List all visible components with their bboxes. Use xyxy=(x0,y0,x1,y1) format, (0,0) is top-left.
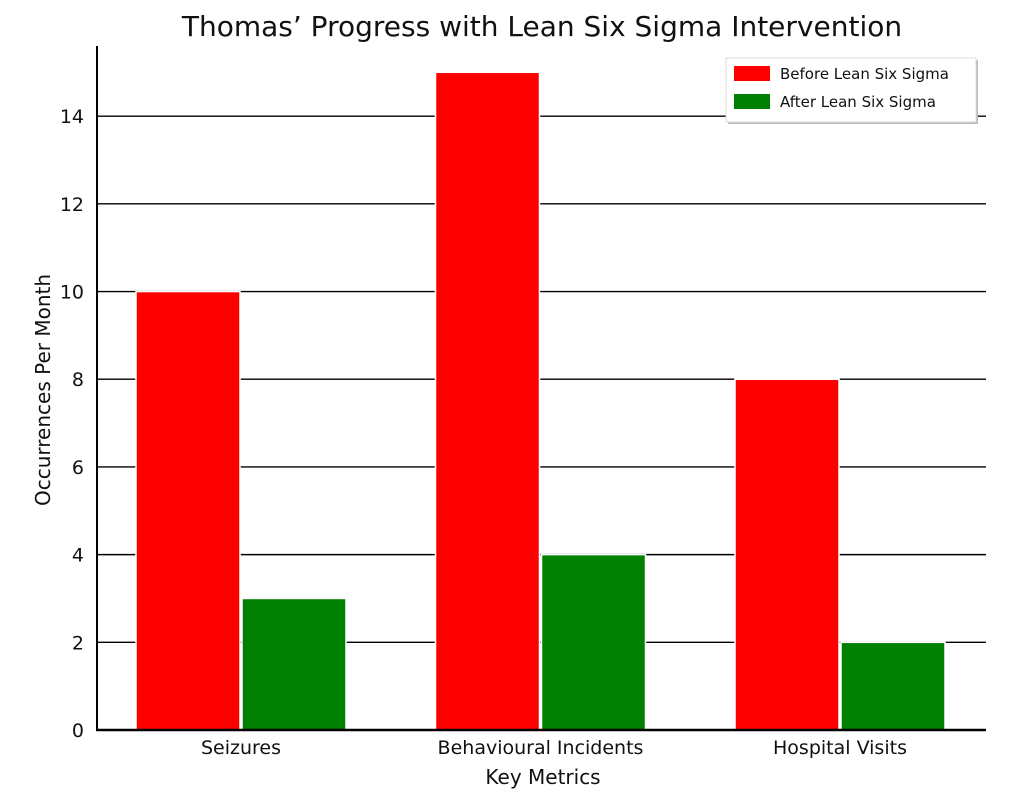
y-tick-label: 2 xyxy=(72,632,84,654)
y-tick-label: 0 xyxy=(72,720,84,742)
y-tick-label: 10 xyxy=(60,282,84,304)
bar-after-behavioural-incidents xyxy=(542,555,646,730)
y-tick-label: 4 xyxy=(72,545,84,567)
x-tick-label: Seizures xyxy=(201,737,281,759)
y-tick-label: 8 xyxy=(72,369,84,391)
legend-swatch-after xyxy=(734,94,770,109)
y-tick-label: 14 xyxy=(60,106,84,128)
bars xyxy=(136,72,945,730)
chart-title: Thomas’ Progress with Lean Six Sigma Int… xyxy=(181,10,902,43)
y-tick-label: 6 xyxy=(72,457,84,479)
bar-after-hospital-visits xyxy=(841,642,945,730)
bar-before-seizures xyxy=(136,292,240,730)
y-tick-label: 12 xyxy=(60,194,84,216)
x-axis-label: Key Metrics xyxy=(485,765,600,789)
legend-swatch-before xyxy=(734,66,770,81)
legend-label-after: After Lean Six Sigma xyxy=(780,93,936,111)
bar-after-seizures xyxy=(242,598,346,730)
legend: Before Lean Six Sigma After Lean Six Sigm… xyxy=(726,58,978,124)
x-tick-labels: Seizures Behavioural Incidents Hospital Vi… xyxy=(201,737,907,759)
bar-before-hospital-visits xyxy=(735,379,839,730)
y-tick-labels: 0 2 4 6 8 10 12 14 xyxy=(60,106,84,742)
y-axis-label: Occurrences Per Month xyxy=(31,274,55,506)
x-tick-label: Hospital Visits xyxy=(773,737,907,759)
legend-label-before: Before Lean Six Sigma xyxy=(780,65,949,83)
x-tick-label: Behavioural Incidents xyxy=(438,737,644,759)
bar-before-behavioural-incidents xyxy=(436,72,540,730)
